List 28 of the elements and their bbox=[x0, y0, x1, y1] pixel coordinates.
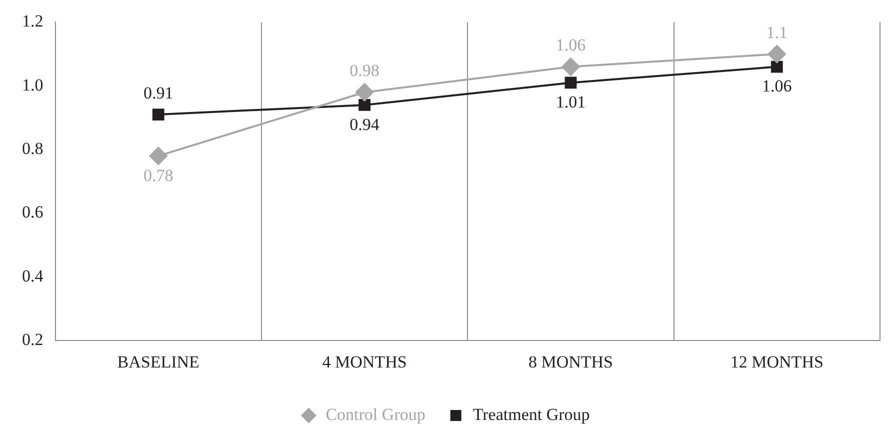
point bbox=[149, 146, 168, 165]
data-label: 0.98 bbox=[350, 61, 380, 80]
x-tick-label: 8 MONTHS bbox=[528, 352, 613, 372]
data-label: 1.01 bbox=[556, 92, 586, 112]
data-label: 1.06 bbox=[762, 76, 792, 96]
point bbox=[562, 58, 580, 76]
point bbox=[152, 108, 164, 120]
x-tick-label: 12 MONTHS bbox=[730, 352, 824, 372]
data-label: 0.94 bbox=[350, 114, 380, 134]
x-tick-label: BASELINE bbox=[117, 352, 200, 372]
data-label: 0.78 bbox=[143, 166, 174, 185]
data-label: 1.1 bbox=[766, 23, 788, 42]
point bbox=[770, 60, 783, 73]
point bbox=[768, 45, 786, 64]
point bbox=[358, 99, 370, 111]
data-label: 1.06 bbox=[556, 36, 586, 55]
point bbox=[356, 83, 374, 102]
y-tick-label: 0.4 bbox=[22, 266, 44, 286]
y-tick-label: 0.8 bbox=[22, 139, 44, 158]
y-tick-label: 0.6 bbox=[22, 202, 44, 222]
y-tick-label: 1.2 bbox=[22, 12, 44, 31]
y-tick-label: 1.0 bbox=[22, 75, 44, 94]
data-label: 0.91 bbox=[143, 84, 174, 103]
y-tick-label: 0.2 bbox=[22, 330, 44, 350]
x-tick-label: 4 MONTHS bbox=[322, 352, 407, 372]
legend-label: Control Group bbox=[326, 404, 426, 424]
point bbox=[564, 76, 577, 89]
legend-label: Treatment Group bbox=[472, 404, 590, 424]
